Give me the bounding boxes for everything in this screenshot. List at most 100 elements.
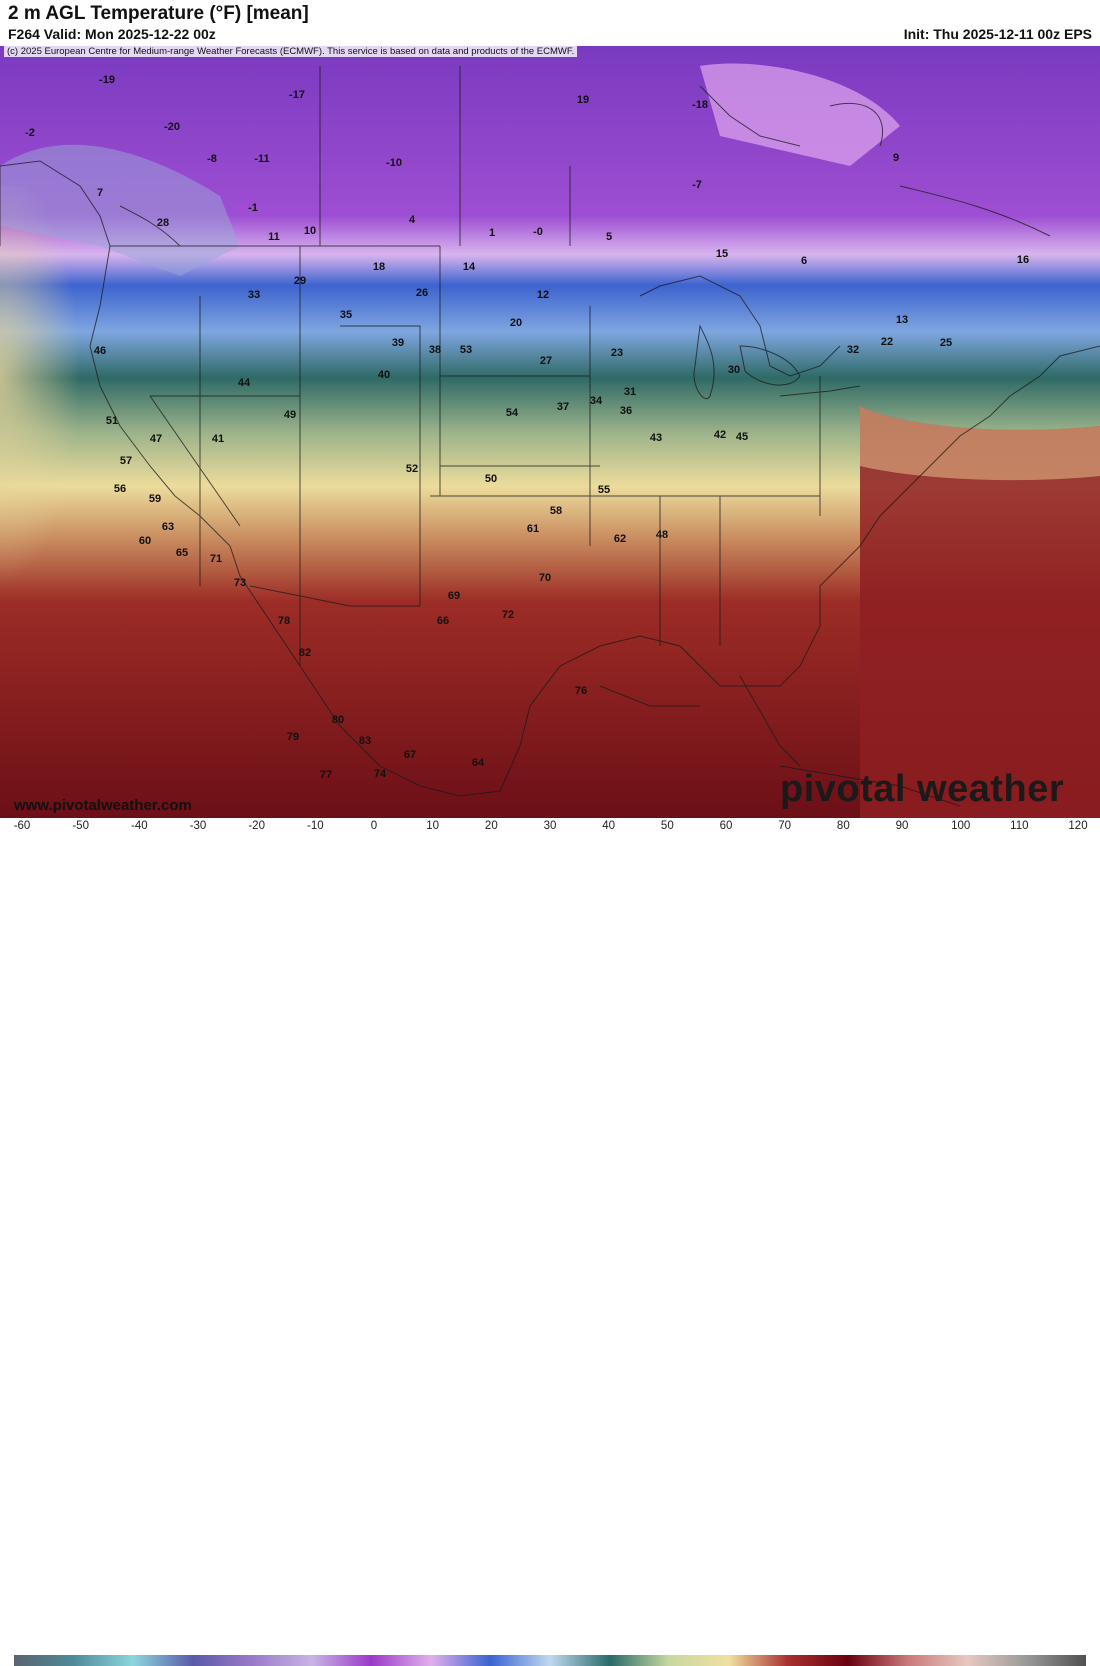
temperature-label: 49 — [284, 409, 296, 421]
temperature-label: 27 — [540, 355, 552, 367]
temperature-label: 11 — [268, 231, 280, 243]
temperature-label: 46 — [94, 345, 106, 357]
temperature-label: 35 — [340, 309, 352, 321]
colorbar-tick: 50 — [660, 820, 674, 832]
temperature-label: -0 — [533, 226, 543, 238]
temperature-label: 48 — [656, 529, 668, 541]
temperature-label: 52 — [406, 463, 418, 475]
temperature-label: 64 — [472, 757, 485, 769]
temperature-label: 63 — [162, 521, 174, 533]
temperature-label: 30 — [728, 364, 740, 376]
temperature-label: 5 — [606, 231, 612, 243]
temperature-label: 53 — [460, 344, 472, 356]
temperature-label: 77 — [320, 769, 332, 781]
temperature-label: 28 — [157, 217, 169, 229]
site-url: www.pivotalweather.com — [14, 797, 192, 814]
temperature-label: 43 — [650, 432, 662, 444]
temperature-label: -11 — [254, 153, 269, 165]
colorbar-tick: 80 — [836, 820, 850, 832]
temperature-label: 76 — [575, 685, 587, 697]
temperature-label: -7 — [692, 179, 702, 191]
temperature-label: 55 — [598, 484, 610, 496]
temperature-label: 78 — [278, 615, 290, 627]
temperature-label: -17 — [289, 89, 305, 101]
temperature-label: 73 — [234, 577, 246, 589]
temperature-label: 12 — [537, 289, 549, 301]
colorbar-tick: 110 — [1010, 820, 1029, 832]
temperature-label: 34 — [590, 395, 603, 407]
colorbar: -60 -50 -40 -30 -20 -10 0 10 20 30 40 50 60 70 80 90 100… — [0, 818, 1100, 1666]
colorbar-tick: 120 — [1068, 820, 1088, 832]
colorbar-tick: 60 — [719, 820, 733, 832]
colorbar-tick: -60 — [13, 820, 31, 832]
temperature-label: 36 — [620, 405, 632, 417]
temperature-label: 47 — [150, 433, 162, 445]
temperature-label: 29 — [294, 275, 306, 287]
temperature-label: 10 — [304, 225, 316, 237]
temperature-label: 59 — [149, 493, 161, 505]
colorbar-gradient — [14, 1655, 1086, 1666]
temperature-label: 67 — [404, 749, 416, 761]
temperature-label: 18 — [373, 261, 385, 273]
colorbar-tick: 20 — [484, 820, 498, 832]
temperature-label: 62 — [614, 533, 626, 545]
colorbar-tick: 70 — [778, 820, 792, 832]
temperature-label: 23 — [611, 347, 623, 359]
temperature-label: 40 — [378, 369, 390, 381]
temperature-label: 66 — [437, 615, 449, 627]
map-header: 2 m AGL Temperature (°F) [mean] F264 Val… — [0, 0, 1100, 46]
temperature-label: -8 — [207, 153, 217, 165]
temperature-label: 61 — [527, 523, 539, 535]
temperature-label: 16 — [1017, 254, 1029, 266]
temperature-label: 15 — [716, 248, 728, 260]
temperature-label: 26 — [416, 287, 428, 299]
colorbar-tick: -10 — [307, 820, 324, 832]
ecmwf-credit: (c) 2025 European Centre for Medium-rang… — [4, 46, 578, 57]
colorbar-tick: 30 — [543, 820, 557, 832]
temperature-label: 20 — [510, 317, 522, 329]
temperature-label: 22 — [881, 336, 893, 348]
colorbar-tick: -30 — [189, 820, 207, 832]
colorbar-tick: -20 — [248, 820, 265, 832]
temperature-label: 41 — [212, 433, 224, 445]
temperature-label: 39 — [392, 337, 404, 349]
colorbar-tick: -40 — [131, 820, 148, 832]
valid-time: F264 Valid: Mon 2025-12-22 00z — [8, 26, 216, 42]
brand-logo: pivotal weather — [780, 768, 1065, 810]
colorbar-tick: 100 — [951, 820, 971, 832]
temperature-label: 14 — [463, 261, 476, 273]
colorbar-tick: 0 — [370, 820, 378, 832]
temperature-label: 33 — [248, 289, 260, 301]
temperature-label: -20 — [164, 121, 180, 133]
temperature-label: 54 — [506, 407, 519, 419]
temperature-label: 50 — [485, 473, 497, 485]
temperature-label: 80 — [332, 714, 344, 726]
temperature-label: -19 — [99, 74, 115, 86]
temperature-label: 25 — [940, 337, 952, 349]
temperature-label: 69 — [448, 590, 460, 602]
temperature-label: 57 — [120, 455, 132, 467]
temperature-label: 19 — [577, 94, 589, 106]
temperature-label: 4 — [409, 214, 416, 226]
temperature-label: 42 — [714, 429, 726, 441]
temperature-label: 9 — [893, 152, 899, 164]
temperature-label: -10 — [386, 157, 402, 169]
temperature-label: 60 — [139, 535, 151, 547]
temperature-label: 45 — [736, 431, 748, 443]
colorbar-tick: -50 — [72, 820, 89, 832]
temperature-label: 6 — [801, 255, 807, 267]
temperature-label: 31 — [624, 386, 636, 398]
temperature-label: 82 — [299, 647, 311, 659]
temperature-label: 79 — [287, 731, 299, 743]
temperature-label: 74 — [374, 768, 387, 780]
init-time: Init: Thu 2025-12-11 00z EPS — [903, 26, 1092, 42]
colorbar-tick: 10 — [426, 820, 440, 832]
temperature-label: 13 — [896, 314, 908, 326]
temperature-label: 70 — [539, 572, 551, 584]
temperature-label: 44 — [238, 377, 251, 389]
temperature-label: 32 — [847, 344, 859, 356]
temperature-label: 1 — [489, 227, 495, 239]
colorbar-tick: 40 — [602, 820, 616, 832]
